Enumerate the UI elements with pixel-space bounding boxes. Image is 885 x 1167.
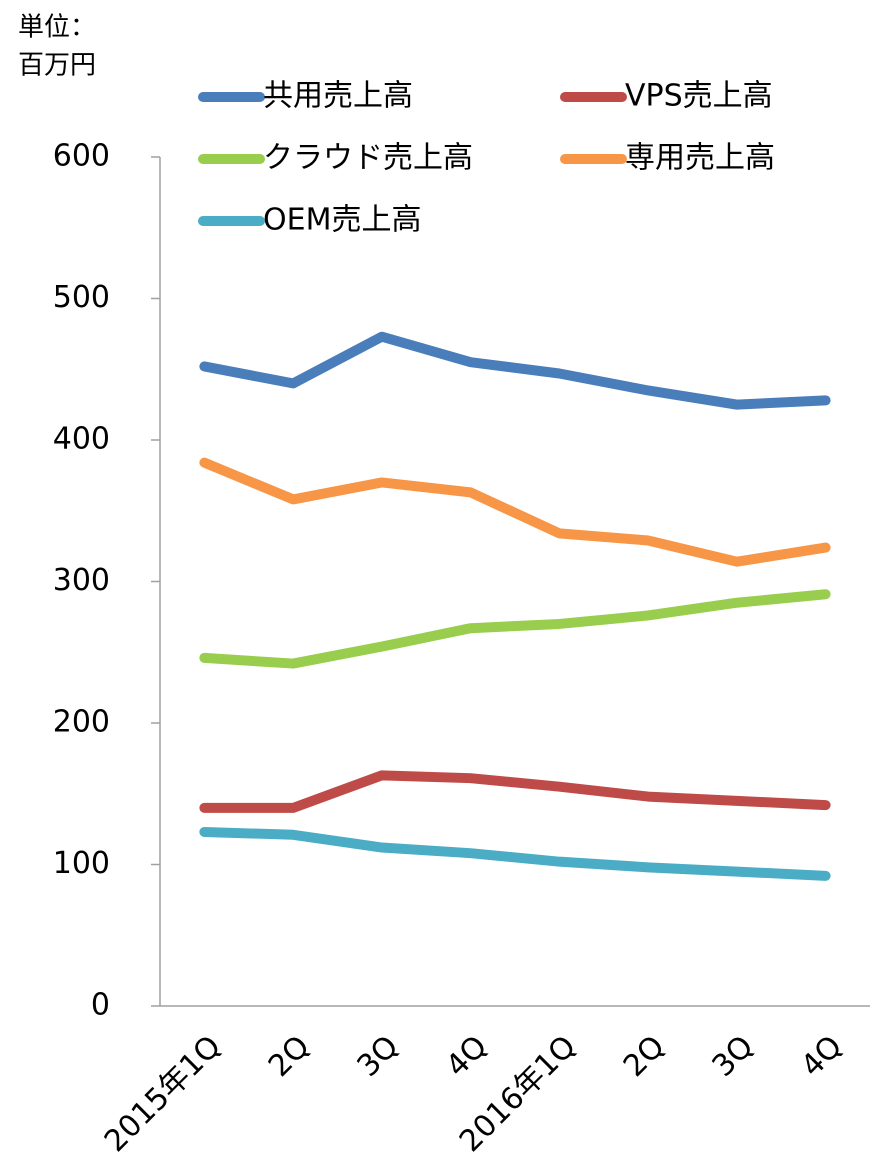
line xyxy=(199,770,831,813)
y-tick-label: 200 xyxy=(53,705,110,740)
x-tick-label: 2Q xyxy=(262,1029,317,1084)
y-tick-label: 400 xyxy=(53,422,110,457)
y-tick-label: 0 xyxy=(91,988,110,1023)
legend-label: VPS売上高 xyxy=(625,79,773,114)
x-tick-label: 3Q xyxy=(706,1029,761,1084)
y-tick-label: 100 xyxy=(53,846,110,881)
y-tick-label: 300 xyxy=(53,563,110,598)
x-tick-label: 2015年1Q xyxy=(98,1029,228,1159)
y-tick-label: 500 xyxy=(53,280,110,315)
x-tick-label: 4Q xyxy=(794,1029,849,1084)
line xyxy=(199,589,831,669)
legend-label: OEM売上高 xyxy=(263,203,421,238)
x-tick-label: 4Q xyxy=(439,1029,494,1084)
legend-label: 専用売上高 xyxy=(625,141,775,176)
line xyxy=(199,331,831,410)
legend-label: クラウド売上高 xyxy=(263,141,473,176)
unit-label: 単位： xyxy=(18,13,96,43)
y-tick-label: 600 xyxy=(53,139,110,174)
line xyxy=(199,457,831,567)
line xyxy=(199,826,831,881)
x-tick-label: 2Q xyxy=(617,1029,672,1084)
unit-label: 百万円 xyxy=(18,51,96,81)
x-tick-label: 3Q xyxy=(351,1029,406,1084)
legend-label: 共用売上高 xyxy=(263,79,413,114)
